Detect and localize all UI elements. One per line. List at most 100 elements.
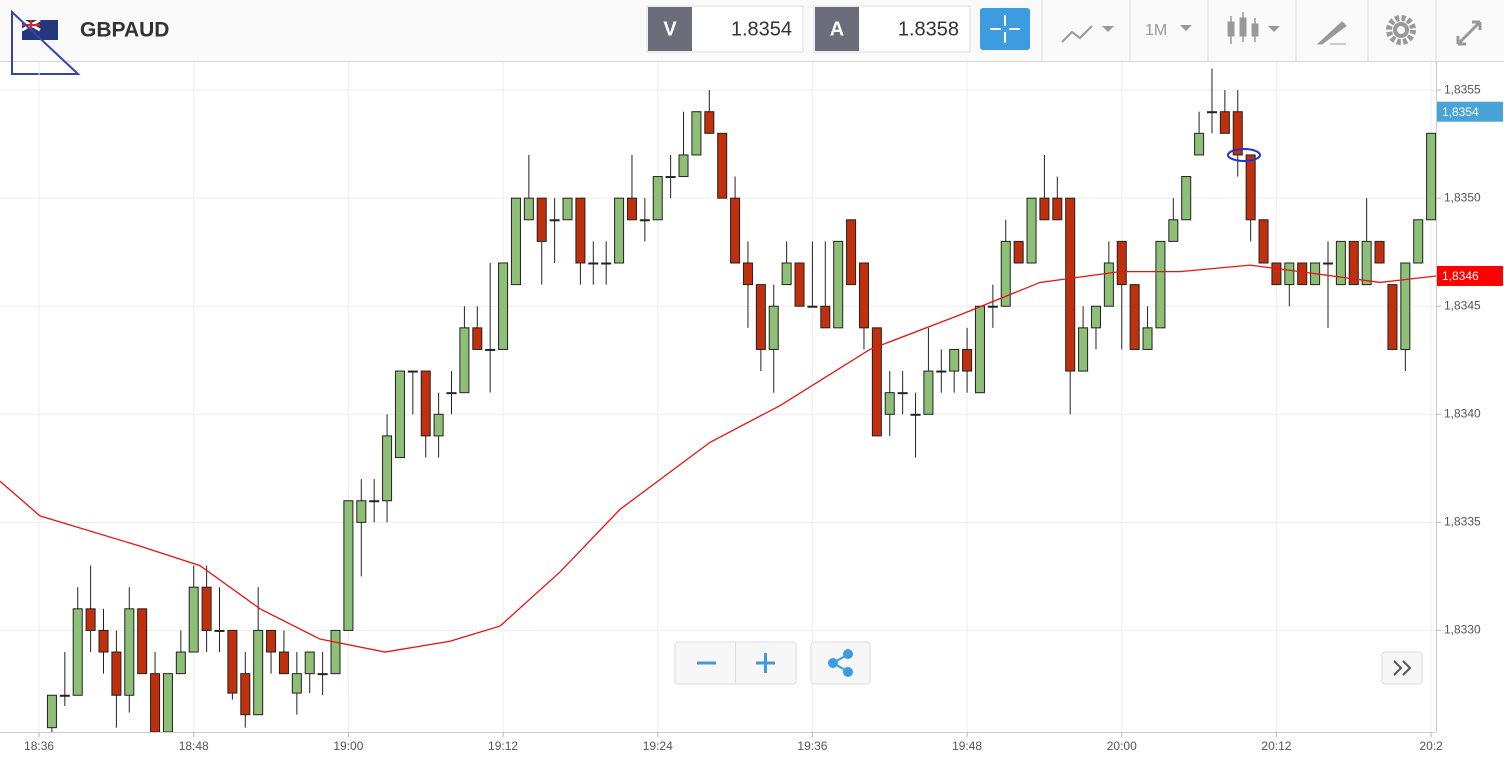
candle-body [304,651,315,675]
candle-body [317,673,328,676]
candle-body [1194,132,1205,156]
candle-body [253,629,264,716]
candle-body [678,154,689,178]
candle-body [717,132,728,199]
y-tick-label: 1,8340 [1444,406,1481,420]
candle-body [446,392,457,395]
x-tick-label: 18:36 [24,739,54,753]
candle-body [1026,197,1037,264]
candle-body [523,197,534,221]
candle-body [356,500,367,523]
candle-body [730,197,741,264]
sell-label: V [663,18,677,40]
candle-body [124,608,135,696]
settings-button[interactable] [1386,15,1416,45]
timeframe[interactable]: 1M [1145,22,1167,39]
candle-body [962,348,973,372]
candle-body [549,219,560,222]
candle-body [1065,197,1076,372]
candle-body [1052,197,1063,221]
candle-body [278,651,289,675]
timeframe-caret [1180,25,1192,31]
annotation-ellipse [1227,148,1261,162]
candle-body [498,262,509,350]
candle-body [987,305,998,308]
candle-body [1322,262,1333,265]
candle-body [871,327,882,437]
candle-body [291,673,302,694]
candle-body [266,629,277,653]
candle-body [1297,262,1308,286]
candle-body [1348,240,1359,286]
candle-body [1335,240,1346,286]
candle-body [1039,197,1050,221]
candle-body [833,240,844,329]
candle-body [1413,219,1424,264]
candle-body [575,197,586,264]
candle-body [510,197,521,286]
candle-body [1258,219,1269,264]
candle-body [742,262,753,286]
price-tag [1437,101,1503,122]
candle-body [755,284,766,350]
x-tick-label: 20:2 [1419,739,1443,753]
candle-body [394,370,405,459]
candle-body [665,176,676,179]
flag-icon [11,9,81,75]
candle-body [1078,327,1089,372]
share-button[interactable] [828,649,853,677]
candle-body [936,370,947,373]
candle-body [1116,240,1127,286]
candle-body [72,608,83,696]
candle-body [691,111,702,156]
candle-body [188,586,199,653]
candle-body [227,629,238,694]
candle-body [1168,219,1179,242]
crosshair-button[interactable] [980,8,1030,50]
fullscreen-button[interactable] [1456,20,1482,46]
candle-body [536,197,547,242]
y-tick-label: 1,8345 [1444,298,1481,312]
candle-body [175,651,186,675]
candle-body [459,327,470,394]
scroll-right-button[interactable] [1393,660,1412,676]
candle-body [1000,240,1011,307]
candle-body [485,348,496,351]
indicator-button[interactable] [1061,25,1114,43]
candle-body [46,694,57,729]
candle-body [807,305,818,308]
axes: 1,8330 1,8335 1,8340 1,8345 1,8350 1,8355 18:3… [24,82,1503,753]
candle-body [382,435,393,502]
candle-body [949,348,960,372]
candle-body [588,262,599,265]
candle-body [884,392,895,415]
zoom-controls [674,641,1423,685]
candle-body [1426,132,1436,221]
sell-label-box [648,7,692,51]
toolbar-separators [1041,0,1437,61]
candle-body [846,219,857,286]
x-tick-label: 19:12 [488,739,518,753]
candle-body [59,694,70,697]
candle-body [1013,240,1024,264]
candle-body [1206,111,1217,114]
x-tick-label: 19:24 [643,739,673,753]
y-tick-label: 1,8355 [1444,82,1481,96]
candle-body [897,392,908,395]
candle-body [343,500,354,631]
draw-button[interactable] [1316,21,1347,45]
candle-body [601,262,612,265]
candle-body [652,176,663,221]
candle-body [98,629,109,653]
chart-type-button[interactable] [1227,12,1280,44]
buy-label-box [815,7,859,51]
y-tick-label: 1,8330 [1444,623,1481,637]
candle-body [1271,262,1282,286]
candle-body [214,629,225,632]
zoom-in-button[interactable] [756,653,775,673]
candle-body [472,327,483,350]
candle-body [1142,327,1153,350]
x-tick-label: 18:48 [179,739,209,753]
